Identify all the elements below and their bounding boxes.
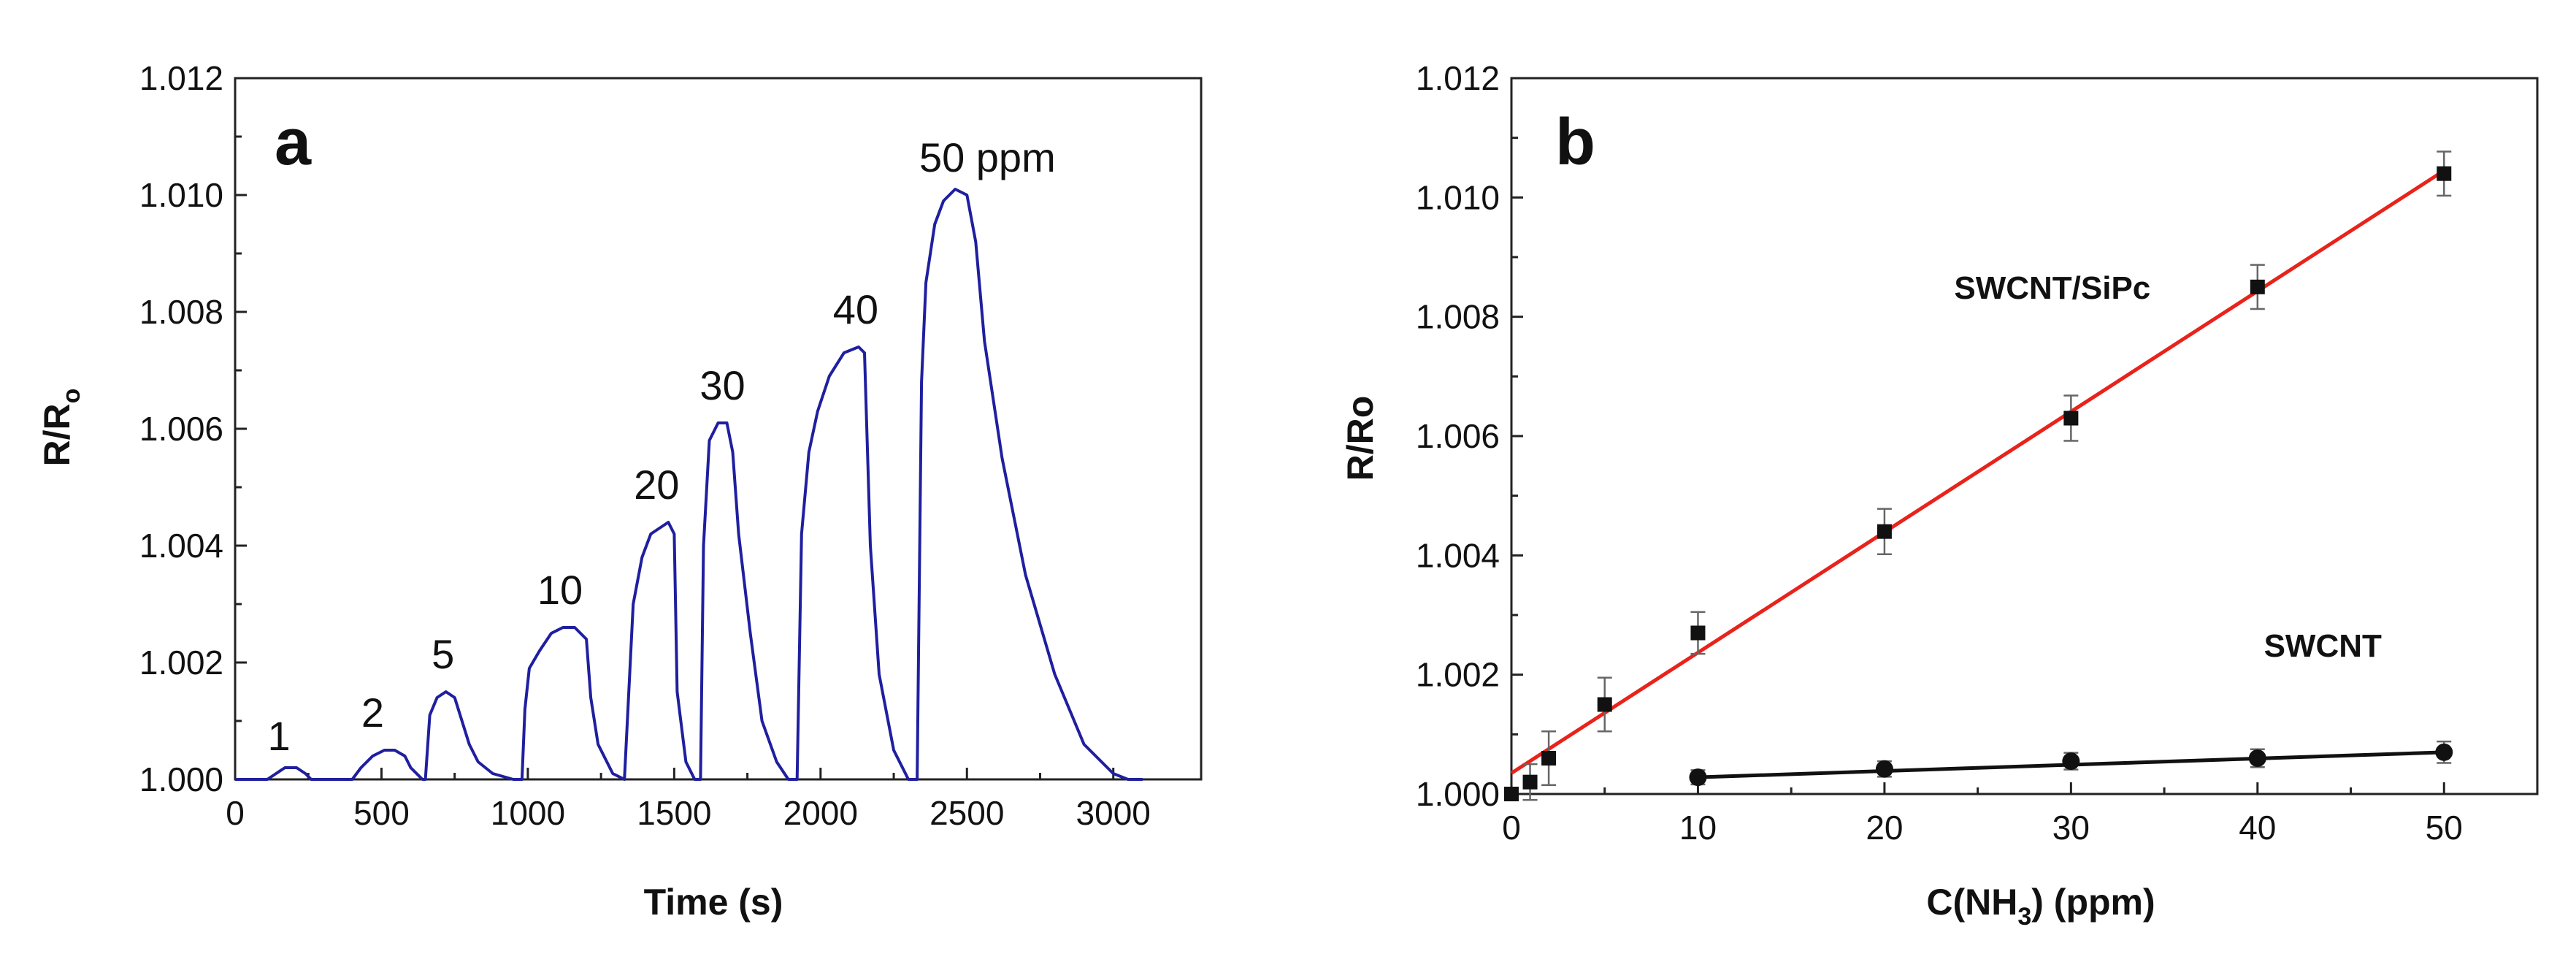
x-tick-label: 2000 <box>783 794 858 832</box>
peak-label: 1 <box>268 713 291 759</box>
y-tick-label: 1.006 <box>1416 417 1500 455</box>
panel-b-x-axis-title-tail: ) (ppm) <box>2031 882 2155 923</box>
plot-frame <box>1510 77 2539 795</box>
x-tick-label: 50 <box>2426 809 2463 847</box>
x-tick-label: 20 <box>1866 809 1903 847</box>
y-tick-label: 1.006 <box>139 410 223 448</box>
y-tick-label: 1.008 <box>139 293 223 331</box>
y-tick-label: 1.004 <box>1416 536 1500 574</box>
y-tick-label: 1.010 <box>139 176 223 214</box>
swcnt-point <box>1689 768 1707 787</box>
x-tick-label: 1000 <box>491 794 565 832</box>
swcnt-sipc-point <box>1597 697 1612 712</box>
y-tick-label: 1.000 <box>1416 775 1500 813</box>
peak-label: 50 ppm <box>919 134 1056 180</box>
swcnt-point <box>1875 760 1893 778</box>
series-label: SWCNT <box>2264 628 2382 664</box>
x-tick-label: 0 <box>226 794 245 832</box>
swcnt-point <box>2248 749 2266 767</box>
x-tick-label: 500 <box>353 794 410 832</box>
x-tick-label: 1500 <box>637 794 711 832</box>
panel-a-letter: a <box>275 106 312 179</box>
swcnt-sipc-point <box>1504 787 1519 801</box>
panel-b-x-axis-title-main: C(NH <box>1926 882 2017 923</box>
swcnt-sipc-fit-line <box>1510 169 2445 775</box>
panel-b-letter: b <box>1555 106 1595 179</box>
peak-label: 2 <box>361 690 384 736</box>
swcnt-sipc-point <box>2063 411 2079 426</box>
swcnt-sipc-point <box>2437 166 2452 181</box>
y-tick-label: 1.000 <box>139 760 223 798</box>
peak-label: 40 <box>833 286 878 332</box>
panel-a-x-axis-title: Time (s) <box>644 882 783 923</box>
svg-text:R/Ro: R/Ro <box>37 389 85 467</box>
x-tick-label: 3000 <box>1076 794 1151 832</box>
y-tick-label: 1.004 <box>139 527 223 565</box>
panel-b-x-axis-title-sub: 3 <box>2017 903 2031 931</box>
x-tick-label: 30 <box>2052 809 2090 847</box>
x-tick-label: 2500 <box>929 794 1004 832</box>
swcnt-sipc-point <box>1541 751 1557 766</box>
peak-label: 10 <box>537 567 583 613</box>
x-tick-label: 40 <box>2239 809 2276 847</box>
swcnt-sipc-point <box>1522 774 1538 790</box>
response-line <box>235 188 1143 781</box>
panel-a-y-axis-title-sub: o <box>58 389 85 404</box>
swcnt-point <box>2062 752 2080 771</box>
swcnt-sipc-point <box>2250 279 2265 294</box>
peak-label: 30 <box>699 362 745 408</box>
panel-a-chart: a R/Ro Time (s) 0 500 1000 1500 2000 2500 3000… <box>37 59 1203 923</box>
y-tick-label: 1.002 <box>1416 656 1500 694</box>
x-tick-label: 10 <box>1679 809 1717 847</box>
swcnt-sipc-point <box>1690 625 1706 641</box>
panel-b-x-axis-title: C(NH3) (ppm) <box>1926 882 2155 931</box>
panel-b-y-axis-title: R/Ro <box>1340 396 1381 481</box>
panel-b-chart: b R/Ro C(NH3) (ppm) 0 10 20 30 40 50 1.000 1.00… <box>1340 59 2539 931</box>
series-label: SWCNT/SiPc <box>1954 270 2150 306</box>
y-tick-label: 1.012 <box>1416 59 1500 97</box>
swcnt-sipc-point <box>1877 524 1892 539</box>
swcnt-point <box>2435 743 2453 761</box>
peak-label: 5 <box>432 631 454 677</box>
y-tick-label: 1.012 <box>139 59 223 97</box>
y-tick-label: 1.002 <box>139 644 223 682</box>
y-tick-label: 1.010 <box>1416 178 1500 216</box>
peak-label: 20 <box>634 462 679 508</box>
x-tick-label: 0 <box>1502 809 1521 847</box>
y-tick-label: 1.008 <box>1416 298 1500 336</box>
panel-a-y-axis-title-main: R/R <box>37 403 77 466</box>
panel-a-y-axis-title: R/Ro <box>37 389 85 467</box>
